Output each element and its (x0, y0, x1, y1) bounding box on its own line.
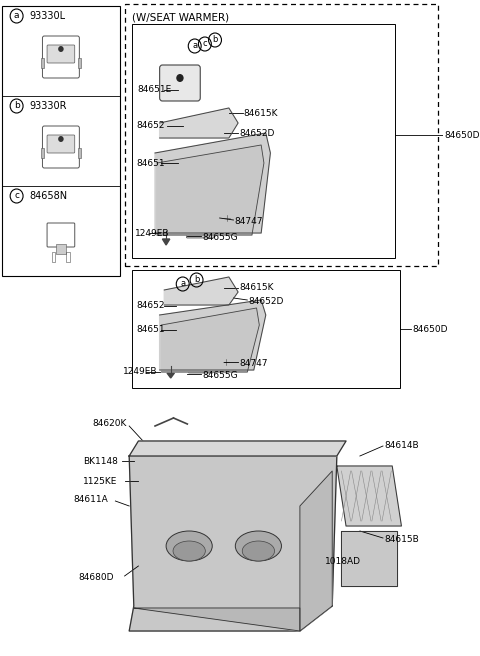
Text: 1249EB: 1249EB (135, 228, 169, 237)
Text: 84651: 84651 (137, 159, 165, 167)
Bar (41, 58, 44, 68)
Text: 84651E: 84651E (137, 85, 172, 94)
Text: 84615K: 84615K (239, 283, 274, 293)
Text: 84747: 84747 (234, 216, 263, 226)
Text: 84650D: 84650D (445, 131, 480, 140)
Polygon shape (157, 145, 264, 235)
Text: b: b (14, 102, 20, 110)
Text: 84615B: 84615B (384, 535, 419, 544)
Bar (41, 148, 44, 158)
FancyBboxPatch shape (186, 226, 214, 238)
Text: 84652: 84652 (137, 302, 165, 310)
Bar (132, 270, 399, 388)
Bar (52, 252, 55, 262)
Text: b: b (212, 35, 218, 45)
Text: c: c (203, 39, 207, 49)
Bar (66, 252, 70, 262)
Text: 84651: 84651 (137, 325, 165, 335)
Text: 84680D: 84680D (78, 573, 114, 583)
Text: 1018AD: 1018AD (325, 558, 361, 567)
Bar (2, 6, 120, 276)
Text: 84655G: 84655G (202, 371, 238, 380)
Circle shape (176, 74, 184, 82)
Ellipse shape (235, 531, 281, 561)
Text: 84650D: 84650D (412, 325, 448, 333)
Polygon shape (134, 608, 300, 631)
Polygon shape (129, 441, 346, 456)
FancyBboxPatch shape (160, 65, 200, 101)
Circle shape (58, 136, 64, 142)
Polygon shape (160, 108, 238, 138)
Text: (W/SEAT WARMER): (W/SEAT WARMER) (132, 12, 229, 22)
Text: a: a (192, 41, 197, 51)
Polygon shape (129, 456, 337, 631)
FancyBboxPatch shape (188, 362, 213, 373)
Text: 84652: 84652 (137, 121, 165, 131)
Text: 84652D: 84652D (239, 129, 275, 138)
Text: 84655G: 84655G (202, 232, 238, 241)
Circle shape (58, 46, 64, 52)
Bar (77, 148, 81, 158)
Polygon shape (167, 373, 174, 378)
Text: BK1148: BK1148 (83, 457, 118, 466)
Ellipse shape (166, 531, 212, 561)
FancyBboxPatch shape (47, 135, 75, 153)
Text: 84615K: 84615K (244, 108, 278, 117)
Bar (77, 58, 81, 68)
Ellipse shape (173, 541, 205, 561)
Text: a: a (180, 279, 185, 289)
Polygon shape (161, 308, 259, 372)
Text: 84652D: 84652D (248, 297, 284, 306)
Polygon shape (300, 471, 332, 631)
Bar (125, 4, 438, 266)
Text: 1249EB: 1249EB (123, 367, 157, 377)
FancyBboxPatch shape (47, 45, 75, 63)
Ellipse shape (242, 541, 275, 561)
Polygon shape (155, 133, 270, 233)
Bar (56, 244, 65, 254)
Text: 93330L: 93330L (30, 11, 66, 21)
Text: 84620K: 84620K (92, 419, 127, 428)
Text: 93330R: 93330R (30, 101, 67, 111)
Text: b: b (194, 276, 199, 285)
Polygon shape (164, 277, 238, 305)
Text: 84614B: 84614B (384, 441, 419, 451)
Text: 84658N: 84658N (30, 191, 68, 201)
Polygon shape (341, 531, 397, 586)
Polygon shape (337, 466, 401, 526)
Text: c: c (14, 192, 19, 201)
Text: 84747: 84747 (239, 358, 267, 367)
Polygon shape (160, 300, 266, 370)
Text: 84611A: 84611A (74, 495, 108, 504)
Text: a: a (14, 12, 19, 20)
Bar (132, 24, 395, 258)
Text: 1125KE: 1125KE (83, 476, 118, 485)
Polygon shape (162, 239, 170, 245)
